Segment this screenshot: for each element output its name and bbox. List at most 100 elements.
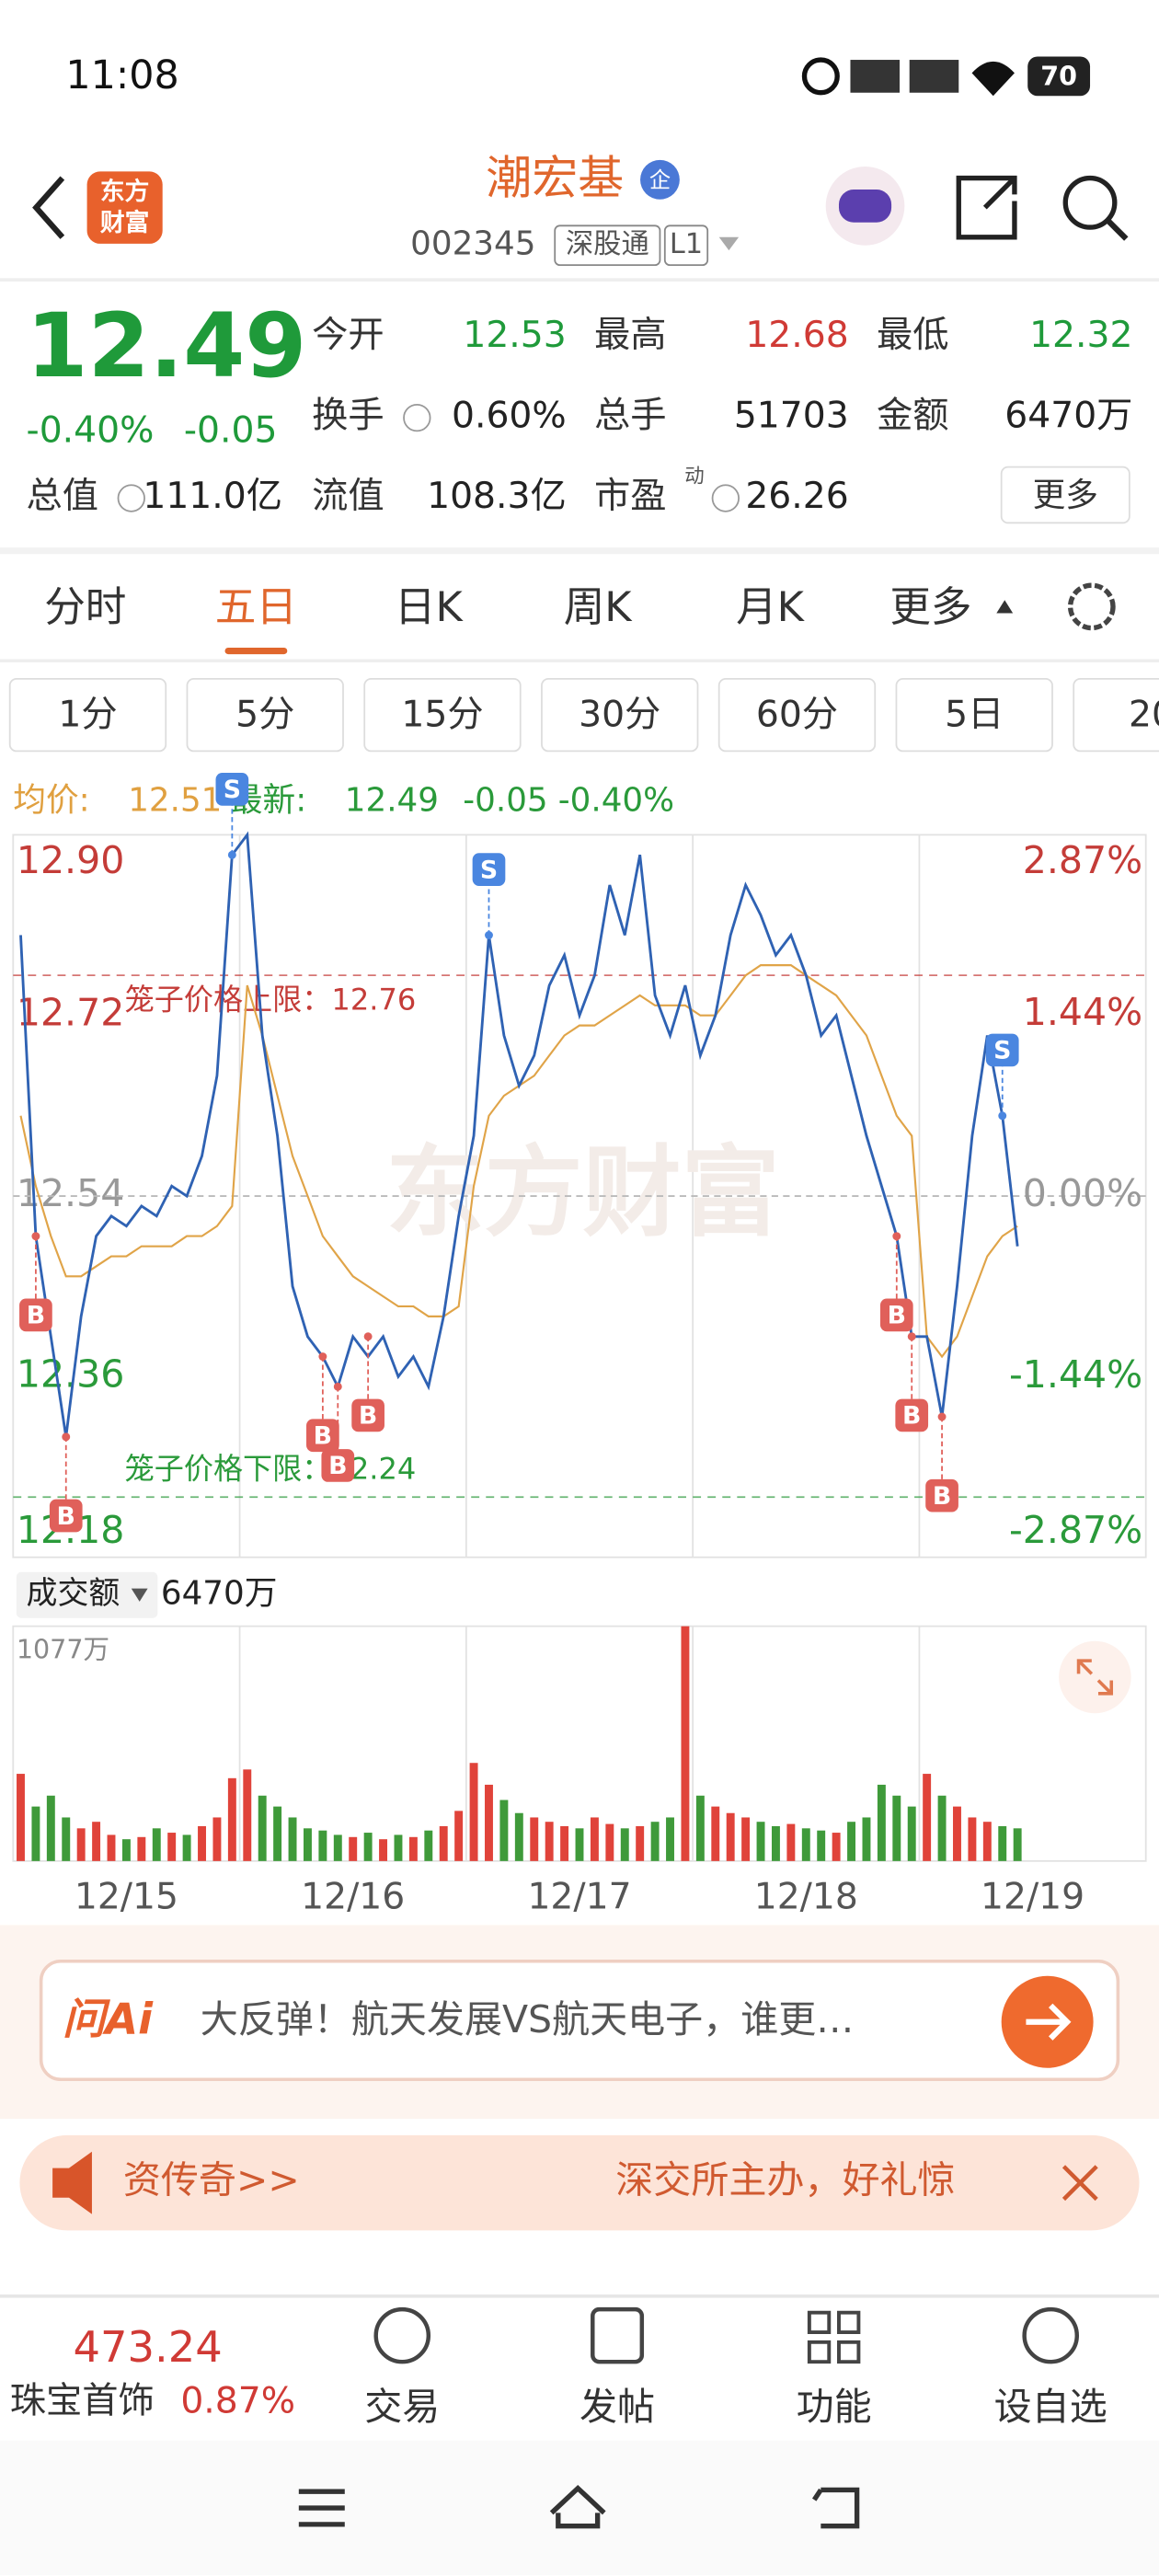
more-label: 更多 [1033, 477, 1098, 514]
field-value: 6470万 [1004, 396, 1132, 437]
trade-marker [472, 853, 506, 886]
period-label: 20 [1129, 694, 1159, 735]
y-tick-label: 12.72 [17, 991, 124, 1035]
settings-button[interactable] [1067, 582, 1116, 631]
nav-menu[interactable] [298, 2489, 345, 2527]
action-label[interactable]: 功能 [797, 2385, 872, 2429]
status-icons: 70 [801, 56, 1091, 97]
tab[interactable]: 周K [564, 583, 634, 631]
volume-bar [832, 1833, 841, 1861]
battery-icon [1027, 56, 1091, 97]
ai-send-arrow [1026, 2003, 1072, 2041]
period-button[interactable] [8, 677, 167, 753]
sector-index[interactable]: 473.24 [73, 2322, 222, 2372]
trade-point [998, 1111, 1007, 1121]
volume-selector[interactable] [16, 1571, 158, 1618]
volume-bar [636, 1825, 645, 1861]
trade-marker [321, 1449, 355, 1482]
promo-close[interactable] [1061, 2165, 1098, 2202]
volume-bar [590, 1817, 599, 1861]
volume-bar [92, 1822, 101, 1861]
volume-bar [1013, 1828, 1022, 1861]
y-tick-label: 1077万 [17, 1633, 109, 1664]
action-label[interactable]: 设自选 [994, 2385, 1107, 2429]
period-button[interactable] [1073, 677, 1159, 753]
field-label: 金额 [877, 396, 948, 437]
volume-bar [771, 1825, 780, 1861]
volume-bar [968, 1817, 977, 1861]
volume-bar [937, 1795, 947, 1861]
badge [640, 159, 680, 200]
logo-text: 东方 [100, 177, 150, 206]
trade-marker [879, 1298, 913, 1332]
period-button[interactable] [895, 677, 1053, 753]
volume-bar [107, 1834, 116, 1861]
volume-bar [363, 1833, 373, 1861]
volume-bar [726, 1812, 735, 1861]
limit-label: 笼子价格下限：12.24 [125, 1452, 417, 1487]
trade-label: B [328, 1452, 347, 1480]
stock-tag: 深股通 [566, 228, 649, 260]
stock-code: 002345 [410, 225, 535, 263]
volume-bar [152, 1828, 161, 1861]
tab[interactable]: 日K [395, 583, 465, 631]
back-button[interactable] [32, 176, 65, 239]
x-tick-label: 12/18 [754, 1876, 858, 1917]
promo-banner[interactable] [19, 2134, 1140, 2231]
field-label: 总手 [594, 396, 667, 437]
volume-bar [605, 1823, 614, 1861]
price-line [19, 831, 1019, 1438]
period-label: 30分 [579, 694, 660, 735]
trade-marker [19, 1298, 52, 1332]
sector-pct: 0.87% [180, 2380, 295, 2421]
ai-box[interactable] [39, 1959, 1120, 2082]
ai-text: 大反弹！航天发展VS航天电子，谁更… [201, 1997, 855, 2041]
volume-bar [877, 1784, 886, 1861]
dropdown-arrow[interactable] [718, 236, 740, 251]
tab[interactable]: 五日 [215, 583, 297, 631]
volume-bar [907, 1806, 916, 1861]
tab[interactable]: 更多 [889, 583, 971, 631]
nav-home[interactable] [549, 2484, 606, 2529]
trade-marker [351, 1398, 384, 1432]
expand-button[interactable] [1059, 1640, 1131, 1714]
y-tick-label: 12.90 [17, 838, 124, 882]
action-icon [1022, 2306, 1079, 2364]
period-button[interactable] [186, 677, 344, 753]
ai-logo: 问Ai [63, 1994, 154, 2043]
volume-bar [121, 1839, 131, 1861]
action-label[interactable]: 发帖 [580, 2385, 655, 2429]
volume-bar [333, 1834, 342, 1861]
action-label[interactable]: 交易 [364, 2385, 440, 2429]
search-handle [1106, 218, 1129, 241]
avg-label: 均价: [13, 782, 89, 820]
volume-bar [998, 1825, 1007, 1861]
period-button[interactable] [363, 677, 522, 753]
volume-bar [31, 1806, 40, 1861]
period-label: 5日 [945, 694, 1004, 735]
volume-bar [288, 1817, 297, 1861]
promo-right: 深交所主办，好礼惊 [615, 2158, 955, 2202]
volume-bar [318, 1830, 327, 1861]
tab[interactable]: 分时 [44, 583, 126, 631]
volume-bar [560, 1825, 569, 1861]
field-value: 12.53 [463, 315, 566, 356]
volume-bar [650, 1822, 660, 1861]
tab[interactable]: 月K [736, 583, 806, 631]
volume-bar [695, 1795, 705, 1861]
nav-back[interactable] [811, 2487, 860, 2529]
period-button[interactable] [717, 677, 877, 753]
volume-bar [575, 1828, 584, 1861]
signal-icon [909, 60, 959, 93]
period-button[interactable] [541, 677, 699, 753]
bottom-bar [0, 2295, 1159, 2441]
share-button[interactable] [956, 175, 1017, 240]
volume-bar [711, 1806, 720, 1861]
more-button[interactable] [1000, 466, 1130, 524]
search-button[interactable] [1062, 175, 1118, 230]
last-price: 12.49 [27, 294, 307, 397]
wifi-icon [971, 61, 1015, 97]
last-value: 12.49 [345, 782, 439, 820]
last-change: -0.05 [463, 782, 547, 820]
